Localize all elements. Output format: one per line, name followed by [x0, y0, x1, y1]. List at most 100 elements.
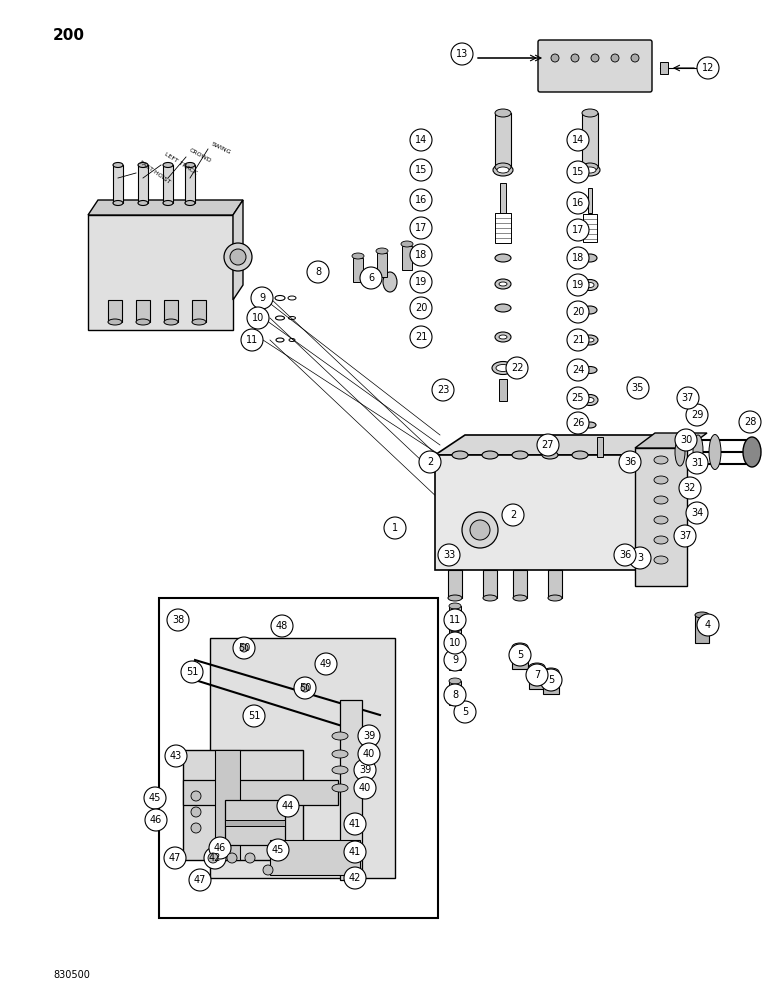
Circle shape [567, 161, 589, 183]
Ellipse shape [586, 338, 594, 342]
Text: 6: 6 [368, 273, 374, 283]
Ellipse shape [654, 456, 668, 464]
Text: 46: 46 [214, 843, 226, 853]
Circle shape [444, 649, 466, 671]
Text: 21: 21 [572, 335, 584, 345]
Circle shape [697, 614, 719, 636]
Circle shape [344, 841, 366, 863]
Circle shape [419, 451, 441, 473]
Circle shape [567, 274, 589, 296]
Text: 14: 14 [572, 135, 584, 145]
Circle shape [144, 787, 166, 809]
Ellipse shape [163, 200, 173, 206]
Ellipse shape [352, 253, 364, 259]
Ellipse shape [495, 279, 511, 289]
FancyBboxPatch shape [538, 40, 652, 92]
Ellipse shape [582, 109, 598, 117]
Ellipse shape [138, 200, 148, 206]
Text: 10: 10 [448, 638, 461, 648]
Circle shape [540, 669, 562, 691]
Circle shape [247, 307, 269, 329]
Text: SWING: SWING [210, 141, 232, 155]
Bar [270, 840, 360, 875]
Ellipse shape [192, 319, 206, 325]
Text: 8: 8 [315, 267, 321, 277]
Text: 44: 44 [282, 801, 294, 811]
Bar [635, 448, 687, 586]
Text: 36: 36 [619, 550, 631, 560]
Ellipse shape [492, 361, 514, 374]
Text: 1: 1 [392, 523, 398, 533]
Ellipse shape [495, 254, 511, 262]
Text: 47: 47 [168, 853, 181, 863]
Ellipse shape [495, 163, 511, 171]
Ellipse shape [499, 335, 507, 339]
Text: 24: 24 [572, 365, 584, 375]
Circle shape [230, 249, 246, 265]
Polygon shape [435, 435, 670, 455]
Text: 41: 41 [349, 847, 361, 857]
Text: 49: 49 [320, 659, 332, 669]
Text: 3: 3 [637, 553, 643, 563]
Ellipse shape [582, 279, 598, 290]
Circle shape [567, 329, 589, 351]
Bar [183, 750, 303, 860]
Ellipse shape [675, 438, 685, 466]
Ellipse shape [582, 335, 598, 345]
Ellipse shape [449, 643, 461, 649]
Circle shape [354, 777, 376, 799]
Circle shape [267, 839, 289, 861]
Bar [529, 667, 545, 689]
Ellipse shape [497, 167, 509, 173]
Bar [340, 700, 362, 880]
Ellipse shape [654, 536, 668, 544]
Text: 21: 21 [415, 332, 427, 342]
Bar [183, 780, 338, 805]
Circle shape [145, 809, 167, 831]
Bar [225, 800, 285, 845]
Text: 16: 16 [572, 198, 584, 208]
Text: 830500: 830500 [53, 970, 90, 980]
Circle shape [410, 129, 432, 151]
Bar [138, 165, 148, 203]
Ellipse shape [493, 164, 513, 176]
Text: 200: 200 [53, 28, 85, 43]
Bar [225, 820, 285, 826]
Ellipse shape [654, 556, 668, 564]
Circle shape [191, 791, 201, 801]
Ellipse shape [449, 678, 461, 684]
Text: 37: 37 [682, 393, 694, 403]
Text: 4: 4 [705, 620, 711, 630]
Circle shape [240, 644, 248, 652]
Circle shape [537, 434, 559, 456]
Circle shape [627, 377, 649, 399]
Ellipse shape [582, 394, 598, 406]
Circle shape [384, 517, 406, 539]
Ellipse shape [654, 516, 668, 524]
Text: 43: 43 [170, 751, 182, 761]
Circle shape [686, 452, 708, 474]
Circle shape [567, 192, 589, 214]
Circle shape [191, 807, 201, 817]
Circle shape [410, 271, 432, 293]
Bar [449, 606, 461, 630]
Circle shape [567, 387, 589, 409]
Bar [185, 165, 195, 203]
Circle shape [233, 637, 255, 659]
Polygon shape [640, 435, 670, 570]
Ellipse shape [452, 451, 468, 459]
Circle shape [189, 869, 211, 891]
Text: 25: 25 [572, 393, 584, 403]
Text: 17: 17 [415, 223, 427, 233]
Circle shape [444, 632, 466, 654]
Circle shape [301, 684, 309, 692]
Text: 46: 46 [150, 815, 162, 825]
Bar [136, 300, 150, 322]
Ellipse shape [495, 332, 511, 342]
Text: 2: 2 [510, 510, 516, 520]
Text: 2: 2 [427, 457, 433, 467]
Bar [435, 455, 640, 570]
Text: 20: 20 [415, 303, 427, 313]
Ellipse shape [449, 626, 461, 632]
Text: 8: 8 [452, 690, 458, 700]
